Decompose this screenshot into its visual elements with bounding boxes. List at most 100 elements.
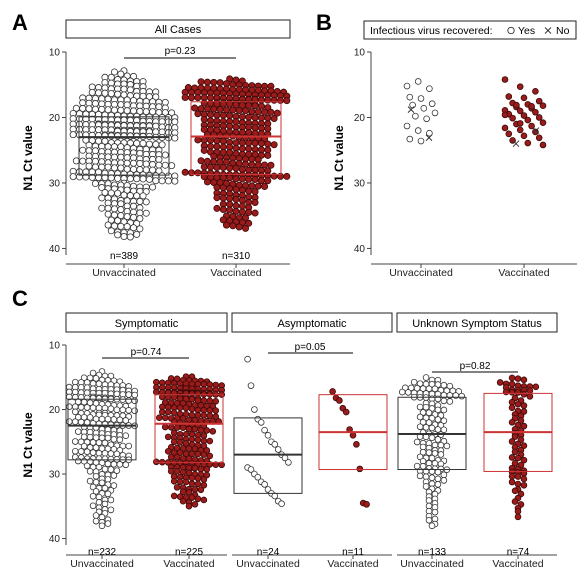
data-point-c3-vaccinated [514,400,522,408]
data-point-c3-unvaccinated [428,522,436,530]
data-point-c1-vaccinated [194,495,202,503]
p-value-a: p=0.23 [165,46,196,57]
x-tick-c3-unvaccinated: Unvaccinated [400,558,464,570]
data-point-c1-vaccinated [212,407,220,414]
data-point-a-vaccinated [270,115,278,123]
data-point-c1-unvaccinated [92,472,100,480]
data-point-a-vaccinated [203,78,211,86]
data-point-a-unvaccinated [171,118,179,126]
data-point-b-vaccinated-yes [535,114,543,121]
data-point-c1-unvaccinated [107,405,115,412]
data-point-c3-vaccinated [496,379,504,386]
data-point-c3-unvaccinated [440,397,448,405]
data-point-c1-vaccinated [176,404,184,412]
data-point-c3-vaccinated [502,388,510,396]
data-point-a-vaccinated [251,176,259,184]
data-point-a-vaccinated [264,151,272,159]
data-point-c3-unvaccinated [440,406,448,414]
data-point-a-vaccinated [226,112,234,120]
data-point-a-unvaccinated [145,175,153,183]
data-point-c3-unvaccinated [398,388,406,396]
data-point-a-unvaccinated [117,70,125,78]
data-point-a-unvaccinated [120,233,128,241]
data-point-c1-vaccinated [200,481,208,489]
data-point-c1-vaccinated [182,404,190,412]
data-point-b-unvaccinated-yes [428,100,436,108]
data-point-b-unvaccinated-yes [414,78,422,85]
data-point-a-unvaccinated [152,122,160,130]
data-point-a-vaccinated [273,109,281,117]
data-point-c3-vaccinated [526,393,534,400]
data-point-a-vaccinated [226,195,234,203]
data-point-b-vaccinated-yes [524,139,532,147]
y-tick-label-a: 20 [49,113,61,124]
data-point-c1-vaccinated [206,397,214,405]
y-tick-label-c: 30 [49,470,61,481]
n-label-c3-vaccinated: n=74 [507,547,530,558]
data-point-c1-vaccinated [173,375,181,383]
data-point-c1-unvaccinated [104,520,112,527]
data-point-c1-vaccinated [185,425,193,433]
data-point-a-unvaccinated [161,161,169,169]
data-point-a-unvaccinated [164,118,172,126]
data-point-b-vaccinated-yes [539,102,547,109]
data-point-c1-vaccinated [197,486,205,494]
data-point-b-unvaccinated-yes [406,135,414,143]
data-point-b-vaccinated-yes [505,93,513,100]
data-point-b-vaccinated-yes [535,97,543,105]
strip-c-1: Symptomatic [65,312,228,333]
data-point-c1-vaccinated [194,450,202,458]
data-point-a-vaccinated [245,175,253,183]
p-value-c2: p=0.05 [295,342,326,353]
data-point-a-unvaccinated [85,162,93,170]
y-tick-label-b: 20 [354,113,366,124]
data-point-c1-vaccinated [191,445,199,453]
data-point-b-vaccinated-yes [532,108,539,116]
data-point-c1-unvaccinated [116,461,124,468]
data-point-a-vaccinated [283,97,291,105]
data-point-c3-unvaccinated [431,508,439,516]
data-point-c1-unvaccinated [125,397,133,404]
data-point-b-unvaccinated-yes [417,95,425,102]
data-point-b-vaccinated-yes [509,114,516,122]
strip-label-a: All Cases [155,24,202,36]
data-point-c1-vaccinated [203,471,211,479]
data-point-c1-vaccinated [200,496,208,504]
data-point-c1-vaccinated [218,461,225,469]
box-a-vaccinated [190,101,282,175]
data-point-a-vaccinated [207,142,215,150]
strip-c-3: Unknown Symptom Status [396,312,558,333]
data-point-c2-vaccinated [336,397,343,404]
data-point-c1-unvaccinated [110,416,118,423]
data-point-c1-unvaccinated [86,477,94,485]
data-point-a-unvaccinated [133,230,141,238]
data-point-c2-unvaccinated [251,406,258,413]
data-point-c3-unvaccinated [440,426,448,434]
data-point-c1-unvaccinated [92,375,100,382]
data-point-c3-vaccinated [514,508,522,515]
data-point-a-vaccinated [213,194,221,202]
box-c1-unvaccinated [67,398,137,461]
data-point-a-unvaccinated [104,163,112,171]
data-point-c3-vaccinated [532,383,540,391]
data-point-b-vaccinated-yes [520,132,528,140]
y-tick-label-c: 10 [49,341,61,352]
y-tick-label-b: 40 [354,244,366,255]
data-point-b-vaccinated-yes [516,107,524,115]
data-point-a-vaccinated [242,214,250,222]
data-point-a-vaccinated [251,199,259,207]
data-point-c3-unvaccinated [422,374,430,381]
legend-no-marker [544,27,552,34]
data-point-c3-unvaccinated [428,434,436,441]
data-point-c1-unvaccinated [101,439,109,447]
data-point-a-vaccinated [207,136,215,144]
legend-no-label: No [556,25,570,37]
data-point-c3-unvaccinated [437,441,445,449]
data-point-a-vaccinated [238,208,246,216]
data-point-a-unvaccinated [91,100,99,108]
data-point-a-unvaccinated [152,177,160,185]
data-point-c1-unvaccinated [101,500,109,508]
data-point-b-vaccinated-yes [516,120,524,127]
data-point-a-vaccinated [200,115,208,123]
data-point-c3-vaccinated [526,387,534,395]
